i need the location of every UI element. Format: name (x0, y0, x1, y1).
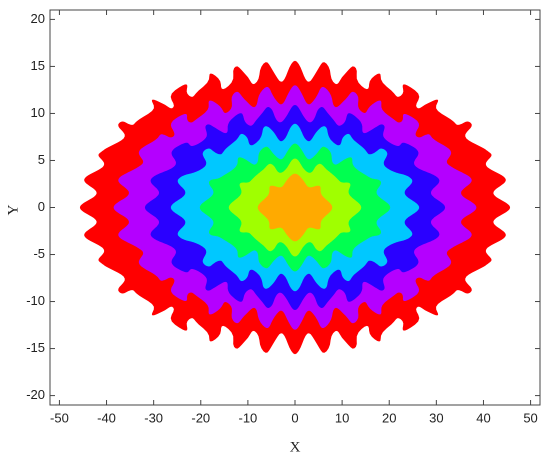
y-tick-label: 15 (31, 58, 45, 73)
y-tick-label: -15 (26, 340, 45, 355)
x-axis-label: X (290, 439, 301, 455)
y-tick-label: -10 (26, 293, 45, 308)
x-tick-label: -50 (50, 410, 69, 425)
x-tick-label: 30 (429, 410, 443, 425)
x-tick-label: 10 (335, 410, 349, 425)
y-tick-label: 5 (38, 152, 45, 167)
y-tick-label: 10 (31, 105, 45, 120)
x-tick-label: 0 (291, 410, 298, 425)
contour-band (257, 173, 333, 242)
x-tick-label: 40 (476, 410, 490, 425)
y-axis-label: Y (5, 204, 21, 215)
x-tick-label: -40 (97, 410, 116, 425)
y-tick-label: 20 (31, 11, 45, 26)
y-tick-label: -20 (26, 387, 45, 402)
x-tick-label: 50 (523, 410, 537, 425)
y-tick-label: 0 (38, 199, 45, 214)
x-tick-label: -10 (238, 410, 257, 425)
x-tick-label: 20 (382, 410, 396, 425)
x-tick-label: -20 (191, 410, 210, 425)
x-tick-label: -30 (144, 410, 163, 425)
y-tick-label: -5 (33, 246, 45, 261)
